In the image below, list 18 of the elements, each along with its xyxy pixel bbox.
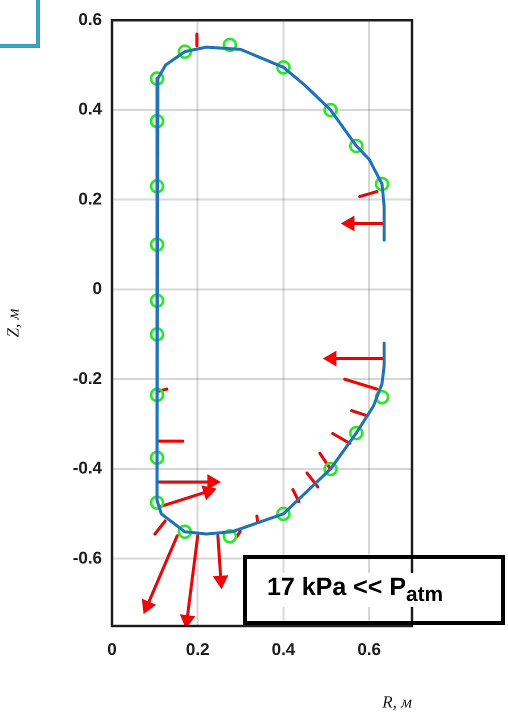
x-tick-label: 0.6: [357, 640, 381, 659]
y-tick-label: 0.4: [78, 100, 103, 119]
point: [214, 575, 228, 588]
x-axis-title: R, м: [381, 692, 412, 712]
point: [202, 486, 216, 499]
annotation: 17 kPa << P$_{atm}$: [267, 573, 444, 607]
y-tick-label: 0.6: [78, 10, 102, 29]
x-tick-label: 0.4: [272, 640, 296, 659]
point: [142, 600, 155, 613]
x-tick-label: 0: [107, 640, 117, 659]
y-tick-label: 0: [92, 279, 102, 298]
y-axis-title: Z, м: [4, 308, 23, 338]
x-tick-label: 0.2: [186, 640, 210, 659]
point: [207, 475, 220, 489]
y-tick-label: -0.2: [72, 368, 102, 388]
y-tick-label: -0.6: [72, 548, 102, 568]
y-tick-label: -0.4: [72, 458, 103, 478]
y-tick-label: 0.2: [78, 189, 102, 208]
